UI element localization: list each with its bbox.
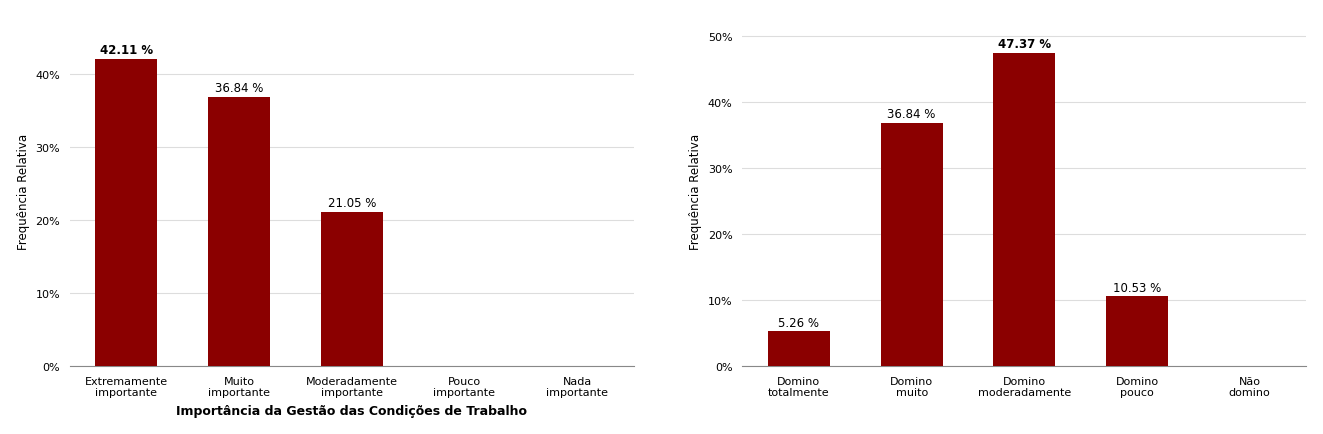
Text: 10.53 %: 10.53 % — [1113, 281, 1162, 294]
Bar — [881, 123, 942, 366]
Bar — [994, 54, 1056, 366]
Text: 47.37 %: 47.37 % — [998, 38, 1050, 51]
Text: 42.11 %: 42.11 % — [99, 44, 153, 56]
Y-axis label: Frequência Relativa: Frequência Relativa — [689, 134, 703, 250]
Text: 36.84 %: 36.84 % — [214, 82, 263, 95]
Text: 36.84 %: 36.84 % — [888, 108, 935, 121]
Text: 21.05 %: 21.05 % — [328, 197, 376, 210]
Text: 5.26 %: 5.26 % — [778, 316, 819, 329]
Bar — [208, 98, 270, 366]
Bar — [1106, 297, 1168, 366]
Y-axis label: Frequência Relativa: Frequência Relativa — [17, 134, 29, 250]
X-axis label: Importância da Gestão das Condições de Trabalho: Importância da Gestão das Condições de T… — [176, 404, 527, 418]
Bar — [320, 213, 382, 366]
Bar — [767, 332, 830, 366]
Bar — [95, 59, 157, 366]
